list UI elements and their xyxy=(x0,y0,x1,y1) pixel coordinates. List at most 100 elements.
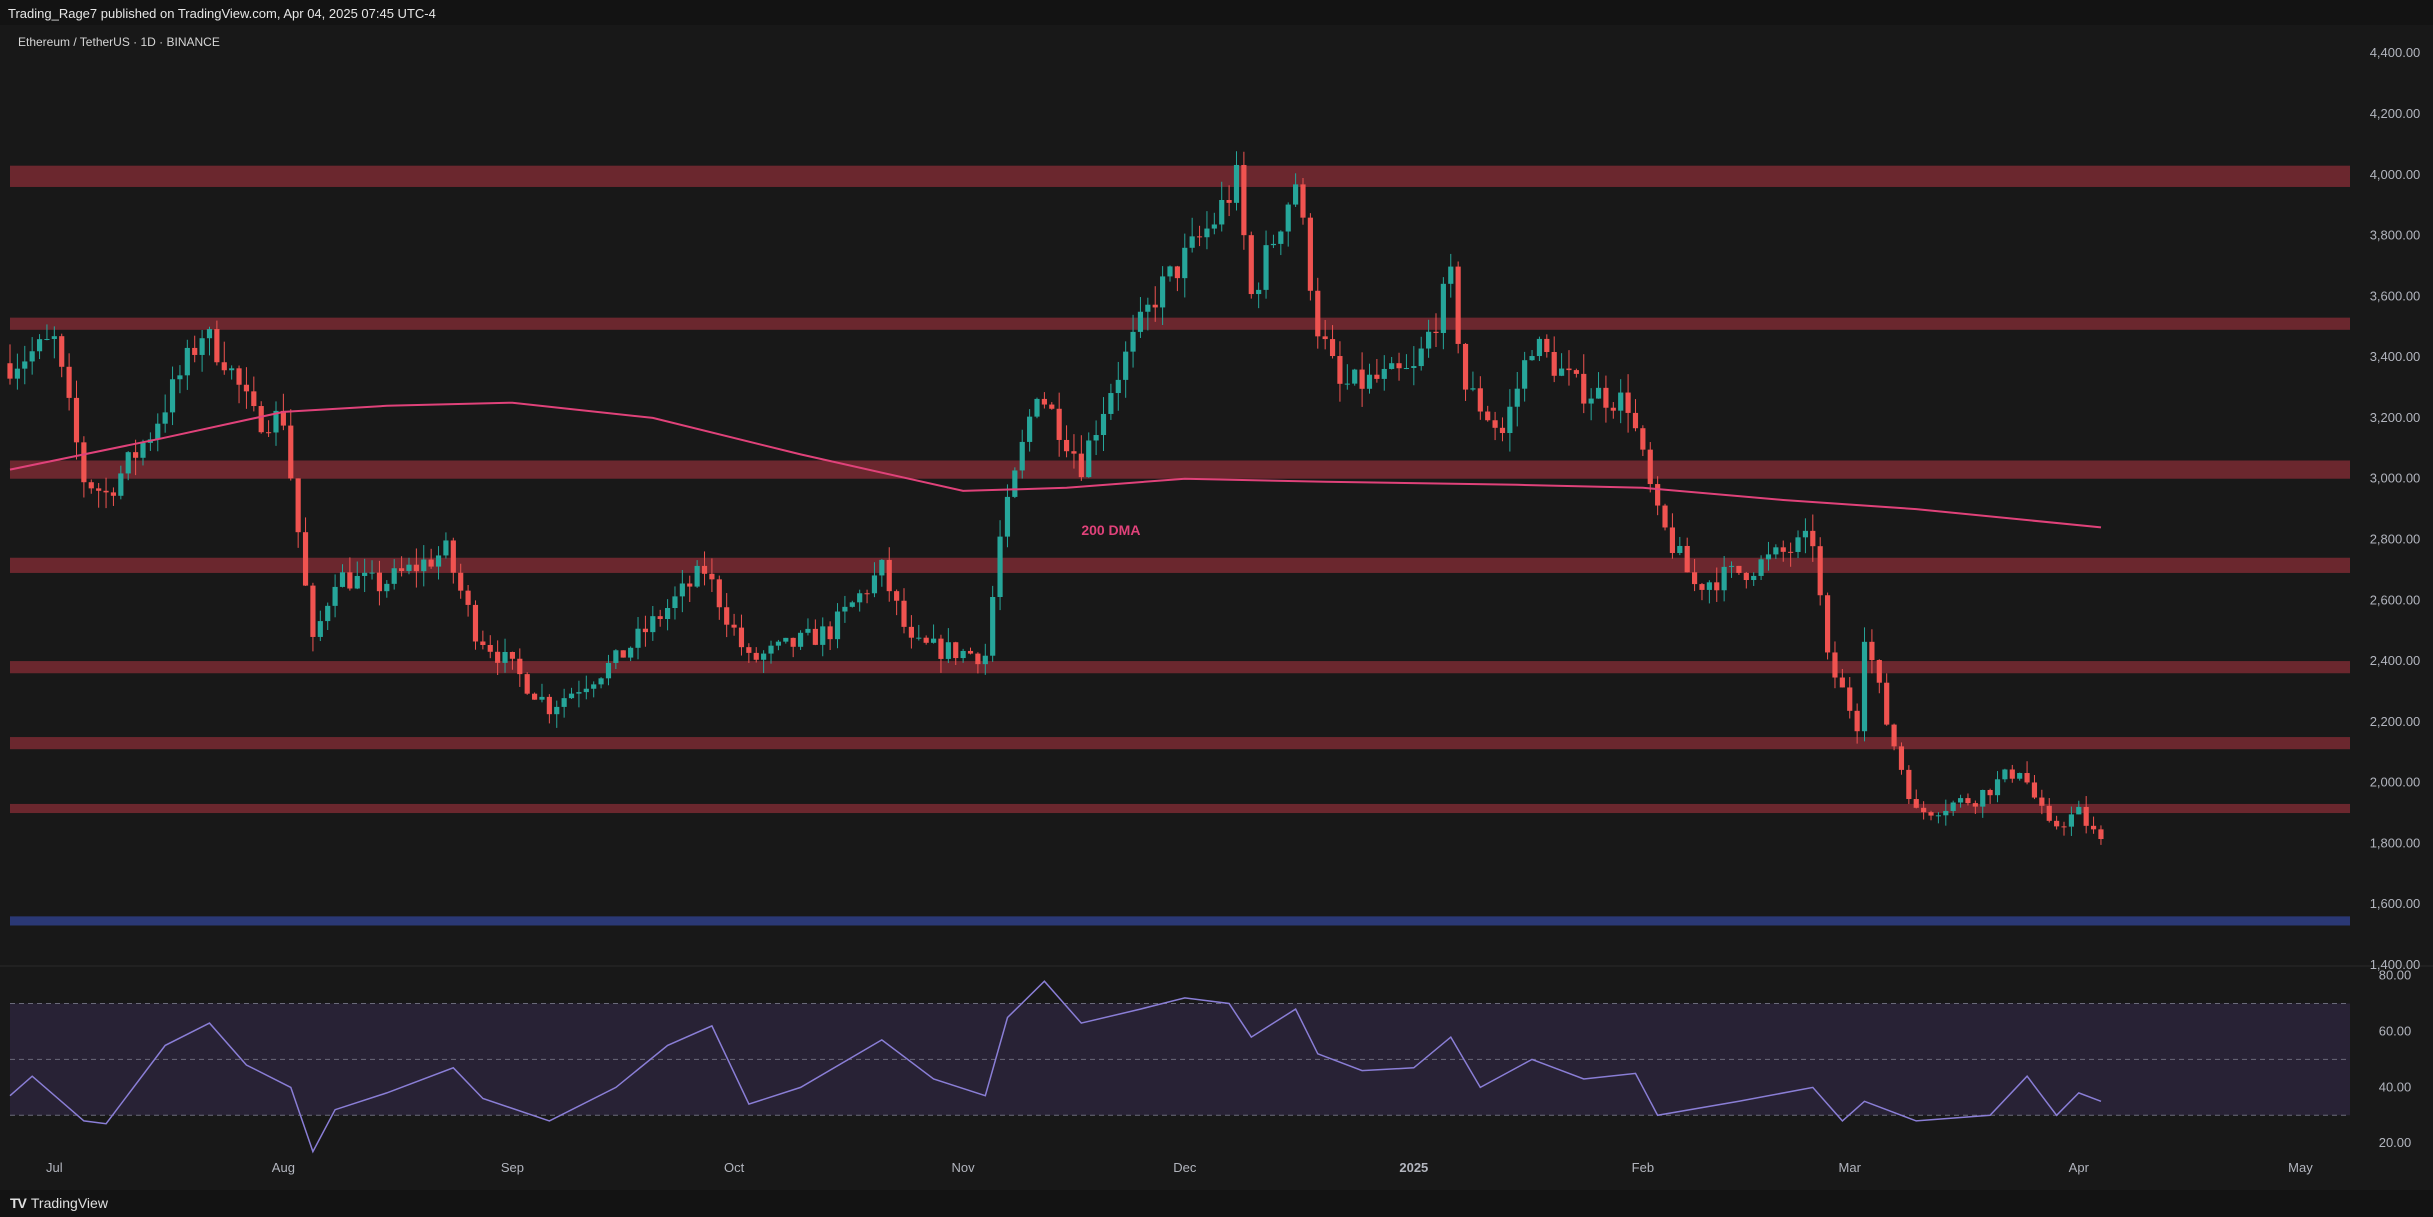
chart-panel[interactable] xyxy=(0,25,2433,1190)
candle-body xyxy=(1396,363,1402,369)
candle-body xyxy=(1344,383,1350,385)
price-tick-label: 3,000.00 xyxy=(2370,471,2421,486)
candle-body xyxy=(2076,806,2082,815)
candle-body xyxy=(1891,724,1897,747)
candle-body xyxy=(1041,398,1047,405)
candle-body xyxy=(169,379,176,413)
candle-body xyxy=(1751,575,1757,581)
candle-body xyxy=(842,606,848,612)
candle-body xyxy=(258,406,264,433)
candle-body xyxy=(938,638,944,659)
time-tick-label: Nov xyxy=(952,1160,976,1175)
candle-body xyxy=(605,662,612,679)
candle-body xyxy=(1093,435,1099,441)
candle-body xyxy=(1618,392,1624,411)
candle-body xyxy=(1736,565,1742,573)
candle-body xyxy=(1647,449,1653,485)
candle-body xyxy=(2009,769,2015,779)
candle-body xyxy=(1226,200,1232,203)
candle-body xyxy=(1765,554,1772,560)
candle-body xyxy=(790,637,796,647)
candle-body xyxy=(1012,470,1018,497)
candle-body xyxy=(1876,660,1882,683)
candle-body xyxy=(1869,641,1875,661)
price-tick-label: 4,200.00 xyxy=(2370,106,2421,121)
candle-body xyxy=(266,432,272,434)
candle-body xyxy=(495,651,501,663)
candle-body xyxy=(1115,379,1121,394)
candle-body xyxy=(59,336,65,367)
candle-body xyxy=(1130,331,1136,352)
candle-body xyxy=(1544,338,1550,352)
support-zone xyxy=(10,916,2350,926)
candle-body xyxy=(517,658,523,675)
candle-body xyxy=(650,616,656,633)
candle-body xyxy=(1455,266,1461,344)
candle-body xyxy=(1839,677,1845,688)
candle-body xyxy=(362,572,368,576)
candle-body xyxy=(1714,582,1720,591)
candle-body xyxy=(1019,441,1025,471)
candle-body xyxy=(376,572,383,592)
candle-body xyxy=(1418,348,1424,367)
candle-body xyxy=(229,368,235,371)
candle-body xyxy=(1581,373,1587,404)
candle-body xyxy=(1758,559,1764,576)
candle-body xyxy=(391,568,397,584)
candle-body xyxy=(1706,582,1712,590)
ma-200-label: 200 DMA xyxy=(1081,522,1140,538)
tradingview-logo[interactable]: TV TradingView xyxy=(10,1195,108,1211)
candle-body xyxy=(761,653,767,660)
candle-body xyxy=(1655,484,1661,506)
candle-body xyxy=(982,655,988,665)
candle-body xyxy=(369,572,375,574)
candle-body xyxy=(177,375,183,380)
candle-body xyxy=(1943,810,1949,816)
candle-body xyxy=(687,583,693,587)
candle-body xyxy=(672,596,678,609)
candle-body xyxy=(901,600,907,627)
candle-body xyxy=(399,568,405,571)
candle-body xyxy=(1462,343,1469,390)
candle-body xyxy=(701,565,708,574)
candle-body xyxy=(509,651,516,659)
candle-body xyxy=(1248,235,1254,295)
candle-body xyxy=(738,627,745,648)
candle-body xyxy=(2039,797,2045,806)
candle-body xyxy=(1322,336,1328,340)
candle-body xyxy=(435,555,442,567)
price-tick-label: 2,800.00 xyxy=(2370,532,2421,547)
candle-body xyxy=(502,651,508,663)
candle-body xyxy=(1086,440,1092,478)
candle-body xyxy=(1957,798,1964,803)
candle-body xyxy=(945,642,951,659)
rsi-tick-label: 20.00 xyxy=(2379,1135,2412,1150)
candle-body xyxy=(694,565,700,587)
candle-body xyxy=(1233,164,1240,203)
candle-body xyxy=(1928,812,1934,816)
candle-body xyxy=(568,693,575,699)
candle-body xyxy=(1743,572,1749,581)
candle-body xyxy=(472,604,479,642)
candle-body xyxy=(524,674,530,694)
time-tick-label: Sep xyxy=(501,1160,524,1175)
candle-body xyxy=(930,638,937,643)
candle-body xyxy=(753,652,759,660)
candle-body xyxy=(1573,370,1579,374)
candle-body xyxy=(2098,829,2104,840)
candle-body xyxy=(820,626,826,645)
candle-body xyxy=(1499,427,1506,434)
candle-body xyxy=(628,647,634,658)
candle-body xyxy=(576,692,582,694)
time-tick-label: Apr xyxy=(2069,1160,2090,1175)
candle-body xyxy=(1329,339,1336,357)
candle-body xyxy=(66,366,72,398)
candle-body xyxy=(443,540,449,556)
candle-body xyxy=(1921,807,1927,813)
candle-body xyxy=(1802,530,1808,538)
candle-body xyxy=(22,361,28,369)
candle-body xyxy=(2002,769,2008,780)
resistance-zone xyxy=(10,460,2350,479)
candle-body xyxy=(317,621,323,637)
